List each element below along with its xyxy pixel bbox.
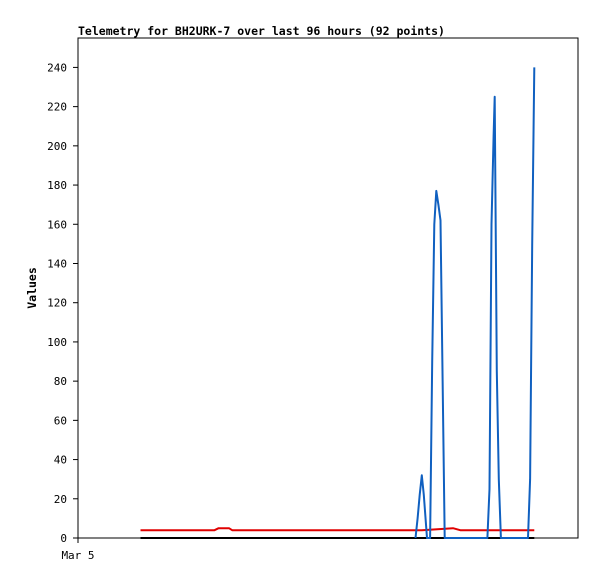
y-tick-label: 100 [47,336,67,349]
chart-title: Telemetry for BH2URK-7 over last 96 hour… [78,24,445,38]
y-tick-label: 240 [47,61,67,74]
x-axis-ticks: Mar 5 [61,538,95,562]
y-tick-label: 140 [47,257,67,270]
y-tick-label: 200 [47,140,67,153]
y-tick-label: 40 [54,454,67,467]
y-tick-label: 180 [47,179,67,192]
y-tick-label: 20 [54,493,67,506]
y-tick-label: 80 [54,375,67,388]
x-tick-label: Mar 5 [61,549,94,562]
series-line-2 [140,527,535,532]
y-tick-label: 120 [47,297,67,310]
series-line-3 [414,67,536,539]
y-axis-label: Values [25,267,39,309]
y-tick-label: 220 [47,101,67,114]
y-tick-label: 0 [60,532,67,545]
plot-area [77,37,579,539]
y-tick-label: 160 [47,218,67,231]
series-layer [140,67,536,539]
y-axis-ticks: 0 20 40 60 80 100 120 140 160 180 200 220 240 [47,61,78,545]
y-tick-label: 60 [54,414,67,427]
